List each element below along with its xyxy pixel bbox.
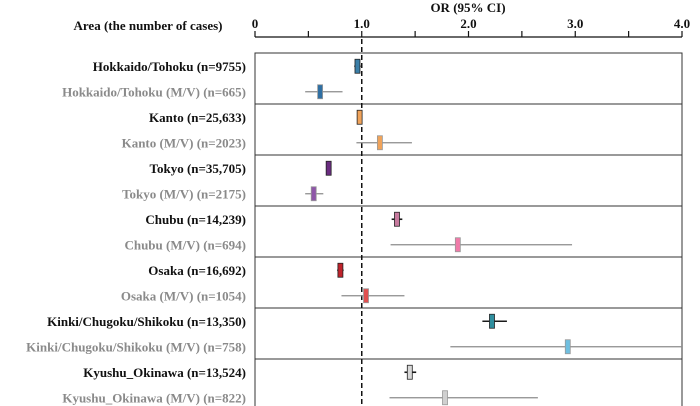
x-tick-label: 3.0 xyxy=(567,16,583,31)
row-label: Kanto (n=25,633) xyxy=(149,110,246,125)
or-marker xyxy=(310,186,317,202)
or-markers xyxy=(305,58,682,406)
or-marker xyxy=(376,135,383,151)
x-tick-label: 4.0 xyxy=(674,16,690,31)
row-label-mv: Kyushu_Okinawa (M/V) (n=822) xyxy=(62,390,246,405)
or-marker xyxy=(406,364,413,380)
chart-title: OR (95% CI) xyxy=(430,0,505,15)
x-tick-label: 0 xyxy=(252,16,259,31)
row-label-mv: Chubu (M/V) (n=694) xyxy=(124,237,246,252)
or-marker xyxy=(317,84,324,100)
x-tick-label: 1.0 xyxy=(354,16,370,31)
row-label: Chubu (n=14,239) xyxy=(145,212,246,227)
or-marker xyxy=(356,109,363,125)
or-marker xyxy=(325,160,332,176)
or-marker xyxy=(394,211,400,227)
row-header: Area (the number of cases) xyxy=(74,18,223,33)
or-marker xyxy=(489,313,495,329)
row-label-mv: Kinki/Chugoku/Shikoku (M/V) (n=758) xyxy=(26,339,246,354)
group-panel xyxy=(254,103,683,156)
or-marker xyxy=(564,339,571,355)
or-marker xyxy=(454,237,461,253)
or-marker xyxy=(442,390,448,406)
or-marker xyxy=(337,262,344,278)
group-panel xyxy=(254,154,683,207)
or-marker xyxy=(354,58,361,74)
group-panel xyxy=(254,307,683,360)
row-label: Osaka (n=16,692) xyxy=(148,263,246,278)
group-panel xyxy=(254,358,683,406)
group-panel xyxy=(254,256,683,309)
row-label: Kinki/Chugoku/Shikoku (n=13,350) xyxy=(47,314,246,329)
x-tick-label: 2.0 xyxy=(460,16,476,31)
plot-panel xyxy=(254,39,683,406)
group-panel xyxy=(254,205,683,258)
row-label-mv: Kanto (M/V) (n=2023) xyxy=(122,135,246,150)
row-label-mv: Osaka (M/V) (n=1054) xyxy=(121,288,246,303)
row-labels: Hokkaido/Tohoku (n=9755) Hokkaido/Tohoku … xyxy=(26,59,246,406)
row-label: Tokyo (n=35,705) xyxy=(149,161,246,176)
row-label: Hokkaido/Tohoku (n=9755) xyxy=(93,59,246,74)
row-label-mv: Hokkaido/Tohoku (M/V) (n=665) xyxy=(62,84,246,99)
x-axis: 0 1.0 2.0 3.0 4.0 xyxy=(252,16,690,38)
row-label: Kyushu_Okinawa (n=13,524) xyxy=(83,365,246,380)
or-marker xyxy=(363,288,369,304)
row-label-mv: Tokyo (M/V) (n=2175) xyxy=(122,186,246,201)
